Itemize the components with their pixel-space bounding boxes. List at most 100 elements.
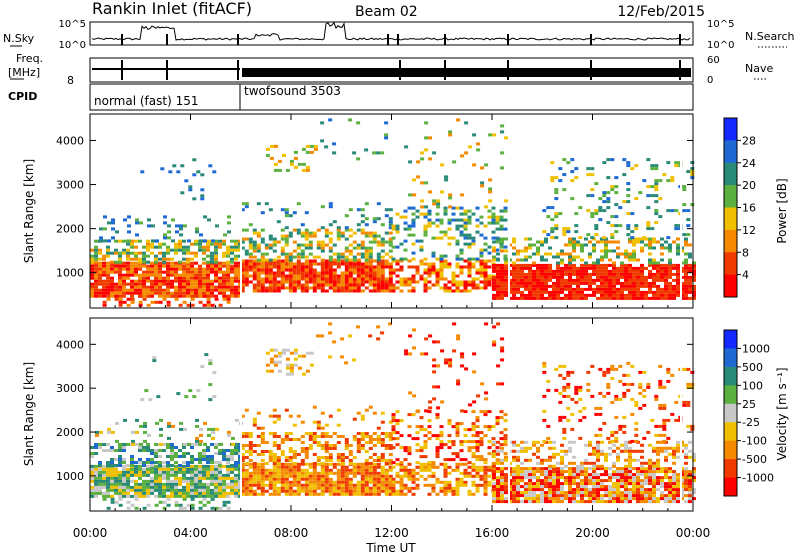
velocity-cell (324, 450, 329, 453)
velocity-cell (198, 482, 202, 486)
power-cell (646, 194, 651, 198)
power-cell (98, 276, 102, 280)
velocity-cell (467, 428, 472, 432)
power-cell (444, 175, 449, 179)
velocity-cell (491, 425, 496, 429)
velocity-cell (520, 491, 524, 495)
power-cell (580, 296, 584, 300)
velocity-cell (472, 400, 477, 404)
power-cell (612, 284, 616, 288)
power-cell (194, 267, 198, 271)
velocity-cell (244, 432, 249, 435)
velocity-cell (435, 452, 440, 456)
power-cell (652, 296, 656, 300)
velocity-cell (447, 486, 452, 490)
power-cell (596, 290, 600, 294)
power-cell (304, 237, 309, 241)
velocity-cell (190, 476, 194, 480)
power-cell (471, 239, 476, 243)
velocity-cell (158, 473, 162, 477)
power-cell (138, 291, 142, 295)
power-cell (352, 283, 357, 287)
power-cell (544, 275, 548, 279)
velocity-cell (463, 434, 468, 438)
velocity-cell (628, 494, 632, 498)
power-cell (568, 281, 572, 285)
velocity-cell (231, 442, 235, 446)
power-cell (182, 300, 187, 304)
power-cell (443, 277, 448, 281)
power-cell (268, 234, 273, 238)
power-cell (328, 268, 333, 272)
velocity-cell (222, 488, 226, 492)
power-cell (206, 297, 211, 301)
power-cell (126, 261, 130, 265)
power-cell (420, 199, 425, 203)
power-cell (684, 278, 688, 282)
power-cell (600, 284, 604, 288)
nsky-trace (91, 21, 691, 41)
power-cell (524, 246, 528, 250)
power-cell (500, 275, 504, 279)
power-cell (230, 279, 234, 283)
power-cell (644, 278, 648, 282)
power-cell (572, 290, 576, 294)
power-cell (648, 281, 652, 285)
power-cell (222, 273, 226, 277)
velocity-cell (110, 458, 114, 461)
power-cell (102, 279, 106, 283)
velocity-cell (190, 473, 194, 477)
velocity-cell (391, 483, 396, 487)
velocity-cell (304, 480, 309, 484)
power-cell (588, 263, 592, 267)
power-cell (134, 282, 138, 286)
velocity-cell (636, 473, 640, 477)
power-cell (616, 272, 620, 276)
velocity-cell (206, 488, 210, 492)
power-cell (356, 271, 361, 275)
power-cell (674, 164, 679, 168)
velocity-cell (214, 485, 218, 489)
velocity-cell (403, 474, 408, 478)
velocity-cell (240, 435, 245, 438)
velocity-cell (504, 479, 508, 483)
power-cell (90, 282, 94, 286)
power-cell (491, 230, 496, 234)
power-cell (604, 252, 608, 256)
velocity-cell (98, 476, 102, 480)
power-cell (628, 258, 632, 262)
power-cell (90, 254, 94, 258)
velocity-cell (206, 446, 210, 449)
velocity-cell (556, 470, 560, 474)
velocity-cell (608, 491, 612, 495)
velocity-cell (483, 468, 488, 472)
power-cell (324, 228, 329, 232)
power-cell (472, 163, 477, 167)
power-cell (240, 271, 245, 275)
power-cell (467, 257, 472, 261)
power-cell (212, 170, 217, 174)
velocity-cell (483, 477, 488, 481)
power-cell (594, 233, 599, 237)
power-cell (380, 289, 385, 293)
power-cell (463, 227, 468, 231)
power-cell (499, 215, 504, 219)
power-cell (372, 259, 377, 263)
power-cell (572, 272, 576, 276)
velocity-cell (106, 506, 111, 510)
velocity-cell (448, 358, 453, 362)
power-cell (676, 243, 680, 247)
power-cell (463, 259, 468, 263)
velocity-cell (380, 483, 385, 487)
power-cell (451, 218, 456, 222)
power-cell (122, 261, 126, 265)
velocity-cell (284, 408, 289, 412)
velocity-cell (166, 464, 170, 467)
power-cell (293, 165, 298, 169)
velocity-cell (244, 408, 249, 412)
power-cell (344, 228, 349, 232)
power-cell (415, 209, 420, 213)
power-cell (182, 276, 186, 280)
velocity-cell (198, 494, 202, 498)
power-cell (459, 265, 464, 269)
